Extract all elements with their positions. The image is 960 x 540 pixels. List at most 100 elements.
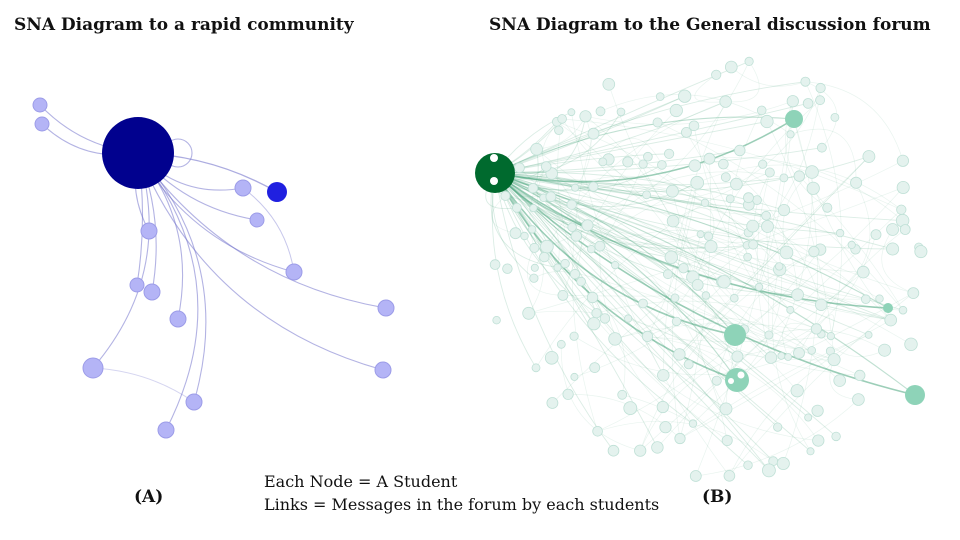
network-b-node bbox=[657, 369, 670, 382]
network-b-node bbox=[608, 332, 622, 346]
network-b-link bbox=[494, 81, 806, 174]
network-b-node bbox=[514, 162, 525, 174]
network-b-link bbox=[494, 172, 800, 186]
network-b-node bbox=[546, 397, 559, 409]
network-b-link bbox=[560, 344, 641, 452]
network-b-link bbox=[546, 61, 750, 247]
network-b-node bbox=[764, 330, 774, 340]
network-b-link bbox=[494, 172, 809, 418]
network-b-link bbox=[695, 101, 794, 477]
network-b-node bbox=[896, 180, 910, 194]
network-b-node bbox=[711, 375, 722, 386]
network-b-node bbox=[571, 183, 580, 192]
network-a-node bbox=[82, 357, 104, 379]
network-b-node bbox=[599, 313, 611, 324]
network-b-link bbox=[709, 158, 798, 295]
network-b-link bbox=[694, 74, 726, 103]
network-b-link bbox=[494, 118, 795, 183]
network-b-link bbox=[640, 209, 902, 451]
network-b-node bbox=[652, 117, 663, 128]
network-b-link bbox=[494, 172, 749, 466]
network-b-node bbox=[804, 413, 813, 422]
network-b-node bbox=[688, 159, 702, 172]
network-b-node bbox=[701, 291, 711, 300]
network-b-node bbox=[545, 191, 557, 203]
network-b-node bbox=[657, 160, 667, 170]
network-b-link bbox=[716, 249, 821, 381]
network-a-active-node bbox=[267, 182, 287, 202]
network-b-link bbox=[494, 172, 837, 437]
network-b-link bbox=[639, 356, 738, 451]
network-b-link bbox=[494, 172, 694, 424]
network-b-edges bbox=[485, 61, 916, 477]
network-b-link bbox=[782, 322, 817, 358]
network-b-node bbox=[589, 362, 601, 374]
network-b-link bbox=[798, 229, 906, 354]
network-b-link bbox=[534, 101, 726, 268]
network-b-link bbox=[491, 172, 537, 369]
network-b-link bbox=[585, 116, 694, 278]
network-b-node bbox=[592, 425, 603, 437]
network-b-nodes bbox=[475, 56, 928, 482]
network-b-node bbox=[696, 230, 705, 239]
network-b-node bbox=[681, 126, 692, 138]
network-b-node bbox=[806, 447, 815, 456]
network-b-link bbox=[700, 227, 748, 258]
network-b-link bbox=[729, 334, 869, 476]
network-b-node bbox=[509, 227, 522, 240]
network-b-link bbox=[602, 138, 663, 166]
network-b-major-node bbox=[905, 385, 925, 405]
network-b-node bbox=[623, 401, 638, 416]
network-b-node bbox=[539, 251, 550, 263]
network-b-node bbox=[663, 148, 675, 159]
network-b-link bbox=[505, 195, 728, 441]
network-b-link bbox=[597, 421, 774, 462]
network-b-node bbox=[527, 225, 537, 234]
network-b-node bbox=[688, 120, 700, 132]
network-b-link bbox=[663, 156, 870, 376]
network-b-node bbox=[826, 331, 836, 341]
network-b-node bbox=[786, 305, 795, 314]
network-b-link bbox=[526, 247, 563, 296]
network-b-node bbox=[815, 298, 828, 312]
network-b-node bbox=[520, 231, 529, 241]
network-a-link bbox=[137, 152, 384, 371]
network-b-link bbox=[491, 195, 516, 234]
network-b-node bbox=[624, 314, 633, 323]
network-b-link bbox=[695, 399, 859, 477]
network-b-link bbox=[494, 172, 770, 471]
network-b-link bbox=[551, 173, 582, 275]
network-b-node bbox=[530, 142, 543, 156]
network-b-major-node bbox=[883, 303, 893, 313]
network-b-link bbox=[783, 118, 819, 464]
network-a-node bbox=[140, 222, 158, 240]
network-b-node bbox=[663, 269, 673, 280]
network-b-node bbox=[718, 158, 729, 170]
network-b-node bbox=[743, 460, 753, 470]
network-b-link bbox=[494, 172, 841, 234]
network-b-node bbox=[764, 351, 778, 364]
network-b-node bbox=[651, 441, 664, 454]
network-b-link bbox=[596, 300, 817, 330]
network-b-node bbox=[490, 177, 498, 185]
network-b-link bbox=[821, 333, 885, 357]
network-b-node bbox=[761, 210, 771, 221]
network-b-node bbox=[529, 273, 539, 283]
network-a-node bbox=[249, 212, 265, 228]
network-b-link bbox=[679, 156, 870, 355]
network-b-node bbox=[529, 242, 540, 253]
network-a-node bbox=[285, 263, 303, 281]
network-b-link bbox=[793, 118, 891, 321]
network-b-link bbox=[670, 257, 812, 351]
network-b-node bbox=[793, 170, 806, 182]
network-b-link bbox=[662, 101, 726, 376]
panel-b-label: (B) bbox=[702, 487, 733, 507]
network-b-link bbox=[768, 328, 885, 351]
network-b-node bbox=[611, 260, 620, 270]
network-b-node bbox=[683, 359, 694, 370]
network-a-node bbox=[169, 310, 187, 328]
network-b-node bbox=[721, 434, 733, 446]
network-b-node bbox=[870, 229, 882, 241]
network-b-node bbox=[529, 204, 538, 213]
network-b-node bbox=[754, 282, 764, 291]
